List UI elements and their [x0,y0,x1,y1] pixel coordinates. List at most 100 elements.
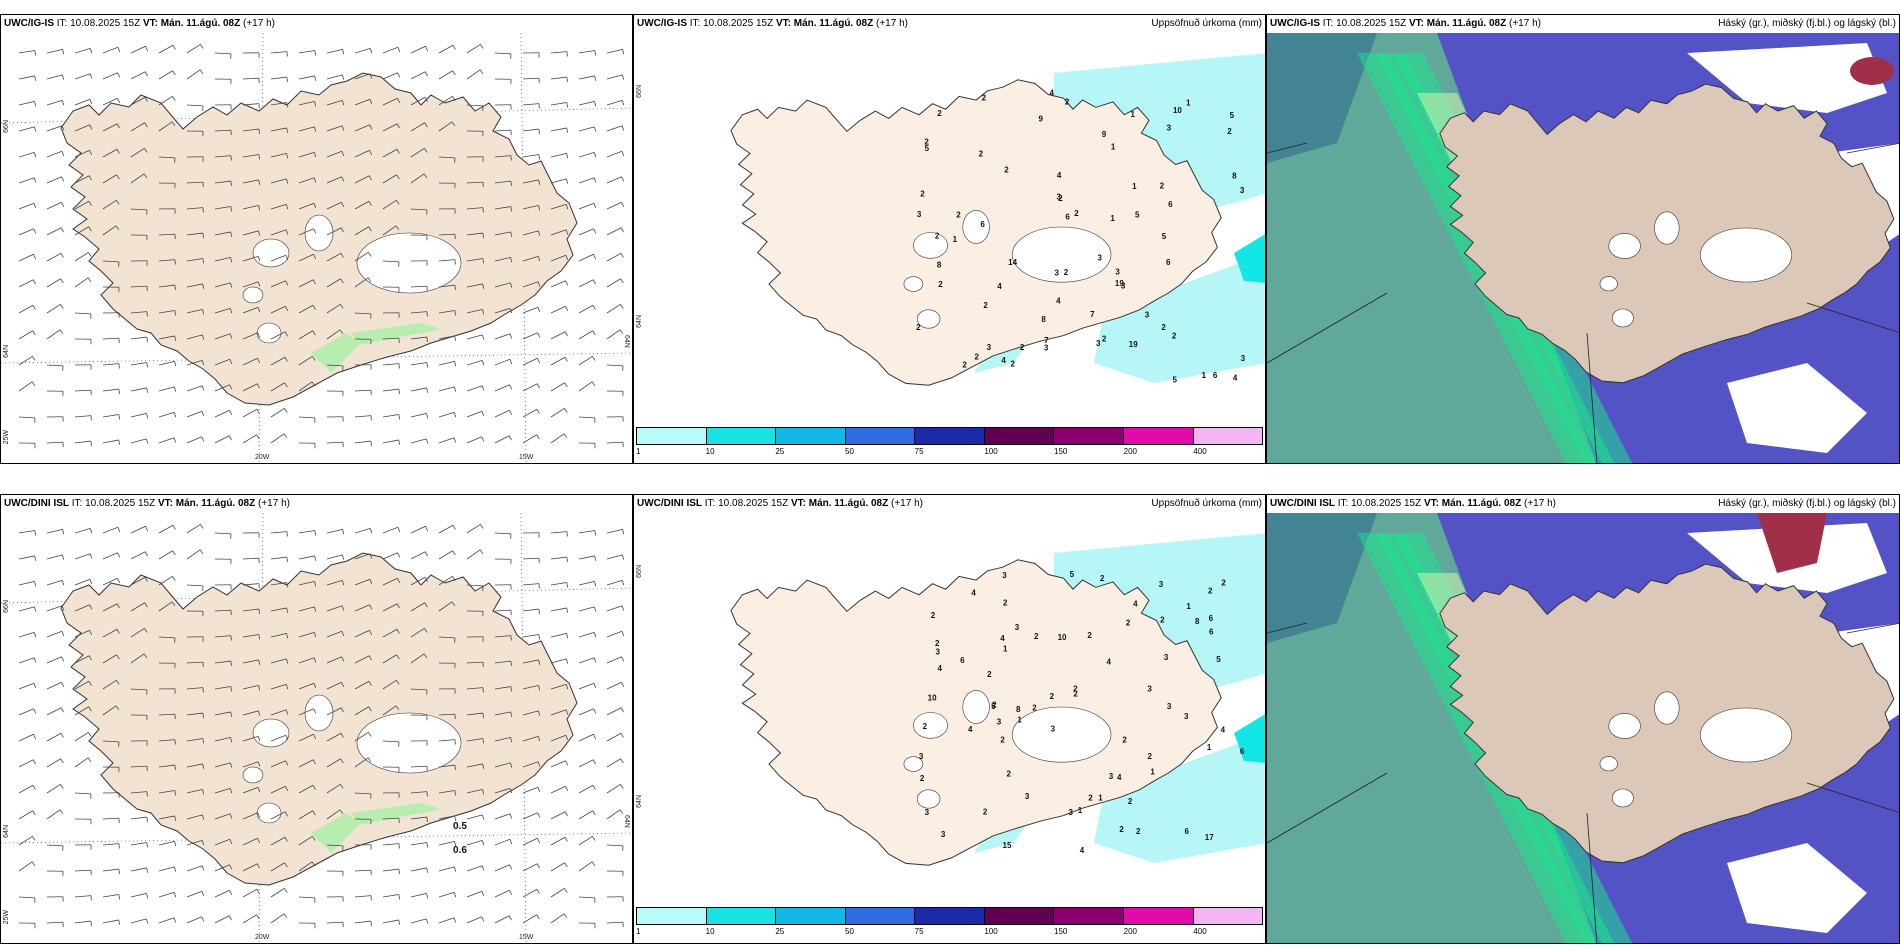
colorbar-swatch [637,428,707,444]
it-label: IT: 10.08.2025 15Z [689,18,774,29]
precip-value: 2 [935,231,940,240]
wind-barb [214,635,232,641]
vt-label: VT: Mán. 11.ágú. 08Z [1423,498,1522,509]
wind-barb [242,888,260,898]
wind-barb [578,581,597,587]
wind-barb [466,104,484,111]
precip-value: 2 [1126,618,1131,627]
wind-barb [46,441,64,448]
glacier [903,756,924,772]
wind-barb [354,527,373,534]
wind-barb [18,151,37,158]
wind-barb [214,307,233,314]
wind-barb [130,260,148,266]
wind-barb [354,389,372,396]
wind-barb [18,101,37,107]
wind-barb [382,705,400,716]
colorbar-swatch [984,428,1055,444]
wind-barb [578,442,596,449]
precip-value: 3 [987,343,992,352]
glacier [252,238,290,268]
wind-barb [102,792,120,798]
wind-barb [186,156,204,162]
wind-barb [74,655,92,664]
precip-value: 3 [1057,193,1062,202]
glacier [1611,788,1634,808]
wind-barb [466,258,484,264]
wind-barb [130,765,148,772]
wind-barb [214,282,233,288]
wind-barb [102,312,120,318]
wind-barb [270,531,288,537]
wind-barb [578,416,596,423]
wind-barb [578,228,597,236]
wind-barb [270,127,289,133]
boundary-line [1806,302,1899,333]
wind-barb [522,888,540,898]
wind-barb [214,915,232,924]
wind-barb [18,631,37,638]
wind-barb [74,149,92,158]
wind-barb [158,866,177,872]
wind-barb [130,918,149,924]
wind-barb [186,814,205,820]
wind-barb [242,634,260,640]
wind-barb [382,577,400,586]
boundary-line [1267,772,1388,844]
precip-value: 14 [1008,258,1017,267]
wind-barb [354,655,372,664]
wind-barb [102,654,120,664]
wind-barb [18,530,36,536]
wind-barb [354,175,372,184]
precip-value: 1 [1132,182,1137,191]
precip-value: 5 [1216,655,1221,664]
precip-value: 2 [1007,769,1012,778]
wind-barb [410,311,428,317]
wind-barb [326,364,344,371]
wind-barb [214,660,232,667]
wind-barb [74,226,92,236]
wind-barb [606,605,625,612]
wind-barb [522,914,540,924]
wind-barb [494,609,512,616]
wind-barb [270,203,289,210]
wind-barb [494,104,512,110]
wind-barb [298,861,316,872]
wind-barb [578,682,597,690]
wind-barb [102,46,121,54]
wind-barb [130,96,148,106]
wind-barb [298,759,316,768]
wind-barb [466,232,484,239]
precip-value: 2 [1102,334,1107,343]
wind-barb [354,844,372,850]
wind-barb [606,364,624,371]
glacier [1699,227,1793,283]
wind-barb [214,129,232,136]
precip-value: 10 [928,694,937,703]
wind-barb [466,334,485,340]
wind-barb [606,99,625,106]
wind-barb [354,869,372,876]
wind-barb [354,312,372,319]
wind-barb [410,740,428,746]
wind-barb [410,867,429,873]
wind-barb [270,683,289,690]
wind-barb [130,816,148,823]
precip-value: 2 [1050,692,1055,701]
precip-value: 6 [1209,614,1214,623]
wind-barb [214,737,233,743]
wind-barb [410,285,428,292]
precip-value: 2 [1065,97,1070,106]
wind-barb [158,601,176,612]
precip-value: 4 [971,589,976,598]
wind-barb [102,439,121,445]
wind-barb [158,764,176,771]
precip-value: 1 [1078,806,1083,815]
wind-barb [74,98,93,106]
wind-barb [382,552,401,560]
wind-barb [102,766,120,773]
wind-barb [606,630,625,638]
wind-barb [270,785,288,794]
wind-barb [494,813,513,820]
wind-barb [186,283,205,289]
